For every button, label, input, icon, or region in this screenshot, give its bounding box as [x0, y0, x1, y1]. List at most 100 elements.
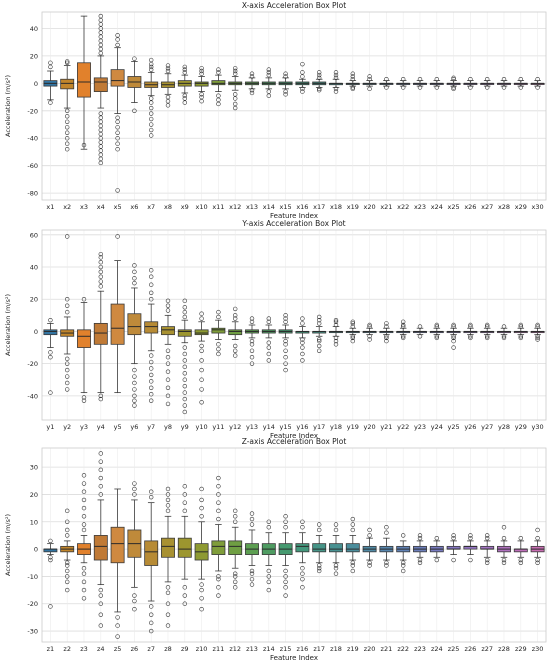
- outlier-point: [149, 372, 154, 378]
- x-tick-label: z22: [397, 645, 409, 653]
- outlier-point: [165, 303, 171, 308]
- x-tick-label: x29: [515, 203, 527, 211]
- outlier-point: [182, 585, 188, 590]
- outlier-point: [115, 119, 120, 124]
- outlier-point: [233, 514, 238, 519]
- outlier-point: [283, 92, 288, 97]
- outlier-point: [98, 251, 104, 257]
- box-y29: [513, 322, 528, 341]
- x-tick-label: x5: [114, 203, 122, 211]
- outlier-point: [283, 514, 288, 519]
- outlier-point: [64, 60, 70, 65]
- outlier-point: [216, 351, 221, 357]
- box-x25: [446, 75, 461, 92]
- outlier-point: [149, 282, 154, 287]
- outlier-point: [132, 593, 137, 598]
- outlier-point: [401, 319, 406, 324]
- outlier-point: [149, 61, 154, 67]
- outlier-point: [468, 533, 473, 538]
- outlier-point: [149, 628, 154, 634]
- x-tick-label: x21: [380, 203, 392, 211]
- outlier-point: [468, 335, 473, 341]
- box-iqr: [228, 329, 243, 336]
- outlier-point: [149, 379, 154, 384]
- outlier-point: [384, 334, 389, 339]
- outlier-point: [249, 319, 255, 324]
- outlier-point: [249, 361, 255, 366]
- outlier-point: [149, 133, 154, 138]
- outlier-point: [98, 255, 104, 260]
- outlier-point: [300, 70, 305, 75]
- outlier-point: [535, 85, 540, 90]
- outlier-point: [417, 533, 423, 538]
- x-tick-label: x26: [464, 203, 476, 211]
- outlier-point: [434, 322, 439, 328]
- box-y13: [245, 316, 259, 366]
- x-tick-label: y1: [46, 423, 54, 431]
- outlier-point: [64, 560, 70, 565]
- outlier-point: [98, 587, 104, 593]
- outlier-point: [401, 563, 406, 568]
- outlier-point: [283, 585, 288, 590]
- outlier-point: [216, 500, 221, 505]
- outlier-point: [518, 535, 523, 541]
- x-axis-label: Feature Index: [270, 432, 318, 440]
- outlier-point: [98, 144, 104, 149]
- outlier-point: [501, 535, 507, 541]
- x-tick-label: y9: [181, 423, 189, 431]
- box-x28: [497, 77, 511, 90]
- box-x27: [480, 77, 495, 90]
- outlier-point: [317, 70, 322, 75]
- x-tick-label: x17: [313, 203, 325, 211]
- x-tick-label: x22: [397, 203, 409, 211]
- box-y18: [329, 317, 343, 347]
- x-tick-label: y4: [97, 423, 105, 431]
- outlier-point: [401, 334, 406, 339]
- outlier-point: [199, 94, 204, 100]
- box-x3: [77, 15, 91, 150]
- outlier-point: [485, 334, 490, 339]
- outlier-point: [182, 67, 188, 72]
- x-tick-label: z5: [114, 645, 122, 653]
- outlier-point: [384, 563, 389, 568]
- outlier-point: [132, 108, 137, 114]
- outlier-point: [64, 114, 70, 119]
- x-tick-label: z28: [498, 645, 510, 653]
- outlier-point: [149, 385, 154, 390]
- outlier-point: [468, 324, 473, 329]
- outlier-point: [81, 481, 87, 486]
- outlier-point: [384, 530, 389, 535]
- outlier-point: [199, 311, 204, 316]
- outlier-point: [64, 380, 70, 386]
- box-y20: [362, 322, 377, 342]
- box-iqr: [43, 329, 58, 336]
- outlier-point: [333, 75, 339, 81]
- outlier-point: [216, 67, 221, 72]
- outlier-point: [485, 322, 490, 328]
- outlier-point: [132, 393, 137, 399]
- outlier-point: [283, 355, 288, 360]
- outlier-point: [317, 563, 322, 568]
- outlier-point: [266, 574, 271, 579]
- box-y28: [497, 324, 511, 341]
- outlier-point: [300, 351, 305, 357]
- outlier-point: [182, 409, 188, 415]
- outlier-point: [233, 68, 238, 74]
- x-tick-label: y26: [464, 423, 476, 431]
- box-x19: [345, 71, 360, 92]
- box-x9: [177, 64, 192, 105]
- outlier-point: [98, 13, 104, 19]
- outlier-point: [216, 516, 221, 522]
- box-z23: [413, 533, 427, 565]
- outlier-point: [115, 188, 120, 193]
- outlier-point: [266, 70, 271, 75]
- plot-frame: [41, 11, 547, 201]
- outlier-point: [64, 508, 70, 514]
- x-tick-label: z10: [196, 645, 208, 653]
- outlier-point: [266, 358, 271, 363]
- x-tick-label: y3: [80, 423, 88, 431]
- box-y24: [429, 322, 444, 341]
- outlier-point: [149, 96, 154, 101]
- outlier-point: [165, 623, 171, 628]
- outlier-point: [300, 340, 305, 345]
